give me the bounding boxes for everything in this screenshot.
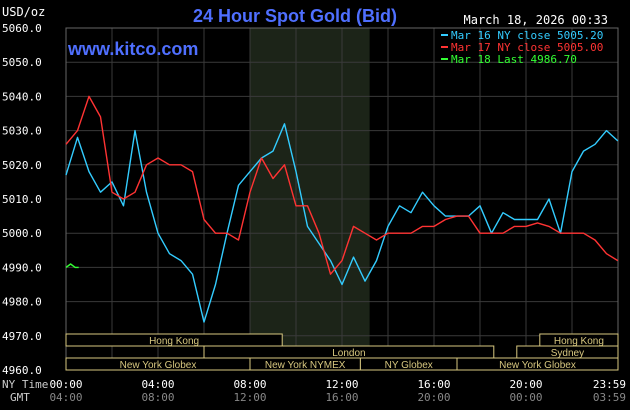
y-tick-label-5: 5010.0	[2, 193, 42, 206]
series-line-1	[65, 95, 619, 275]
ny-tick-label-6: 23:59	[593, 378, 626, 391]
ny-tick-label-1: 04:00	[141, 378, 174, 391]
y-tick-label-10: 5060.0	[2, 22, 42, 35]
y-tick-labels: 4960.0 4970.0 4980.0 4990.0 5000.0 5010.0 5020…	[2, 22, 42, 377]
gmt-tick-label-2: 12:00	[233, 391, 266, 404]
series-line-2	[65, 263, 79, 269]
ny-tick-label-5: 20:00	[509, 378, 542, 391]
ny-tick-label-3: 12:00	[325, 378, 358, 391]
x-tick-labels: 00:0004:0004:0008:0008:0012:0012:0016:00…	[49, 378, 626, 404]
y-tick-label-4: 5000.0	[2, 227, 42, 240]
ny-tick-label-0: 00:00	[49, 378, 82, 391]
session-label-0: Hong Kong	[149, 336, 199, 347]
gmt-tick-label-4: 20:00	[417, 391, 450, 404]
session-label-6: Sydney	[551, 348, 584, 359]
session-bar-7	[456, 357, 619, 371]
unit-label: USD/oz	[2, 5, 45, 19]
y-tick-label-8: 5040.0	[2, 90, 42, 103]
ny-tick-label-2: 08:00	[233, 378, 266, 391]
market-session-bars: Hong Kong London New York Globex New York N…	[65, 333, 619, 371]
gmt-tick-label-5: 00:00	[509, 391, 542, 404]
session-label-4: NY Globex	[385, 360, 433, 371]
timestamp: March 18, 2026 00:33	[464, 13, 609, 27]
y-tick-label-1: 4970.0	[2, 330, 42, 343]
y-tick-label-0: 4960.0	[2, 364, 42, 377]
y-tick-label-9: 5050.0	[2, 56, 42, 69]
y-tick-label-3: 4990.0	[2, 261, 42, 274]
gmt-tick-label-0: 04:00	[49, 391, 82, 404]
ny-time-row-label: NY Time	[2, 378, 48, 391]
y-tick-label-6: 5020.0	[2, 159, 42, 172]
gmt-row-label: GMT	[10, 391, 30, 404]
gmt-tick-label-6: 03:59	[593, 391, 626, 404]
price-series	[65, 95, 619, 323]
session-label-1: London	[332, 348, 365, 359]
kitco-watermark: www.kitco.com	[67, 39, 198, 59]
chart-title: 24 Hour Spot Gold (Bid)	[193, 6, 397, 26]
ny-tick-label-4: 16:00	[417, 378, 450, 391]
y-tick-label-2: 4980.0	[2, 296, 42, 309]
legend-mar18: Mar 18 Last 4986.70	[451, 53, 577, 66]
session-label-7: New York Globex	[499, 360, 576, 371]
series-line-0	[65, 123, 619, 323]
chart-grid	[65, 27, 619, 371]
session-bar-0	[65, 333, 283, 347]
legend-mar17: Mar 17 NY close 5005.00	[451, 41, 603, 54]
legend-mar16: Mar 16 NY close 5005.20	[451, 29, 603, 42]
y-tick-label-7: 5030.0	[2, 125, 42, 138]
session-label-3: New York NYMEX	[265, 360, 346, 371]
gmt-tick-label-3: 16:00	[325, 391, 358, 404]
gmt-tick-label-1: 08:00	[141, 391, 174, 404]
legend: Mar 16 NY close 5005.20 Mar 17 NY close …	[441, 29, 603, 66]
session-label-5: Hong Kong	[554, 336, 604, 347]
session-label-2: New York Globex	[120, 360, 197, 371]
